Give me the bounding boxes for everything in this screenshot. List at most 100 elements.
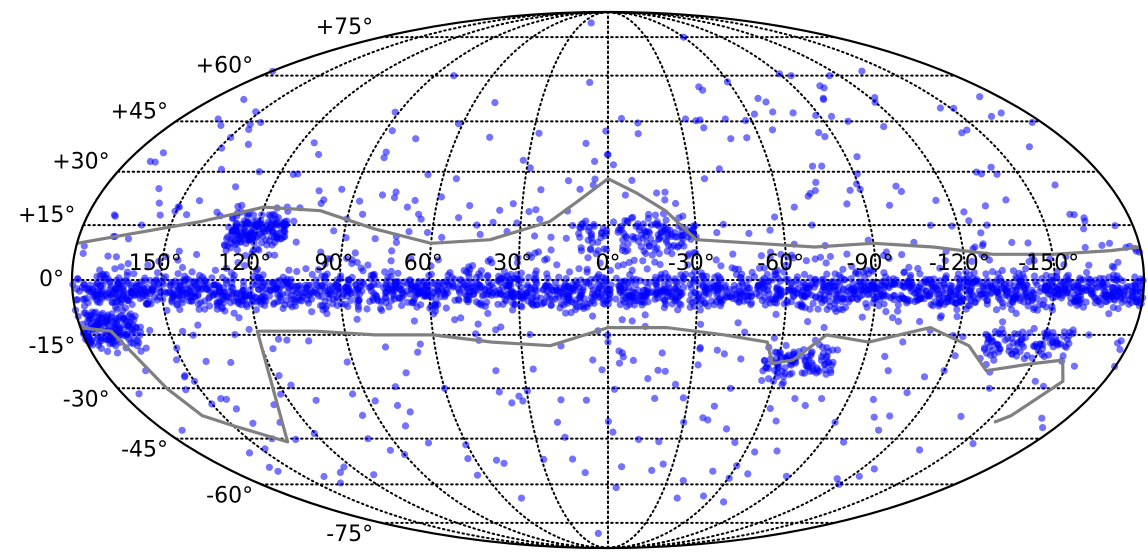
data-point xyxy=(308,308,316,316)
data-point xyxy=(513,275,522,284)
data-point xyxy=(886,412,894,420)
data-point xyxy=(773,364,782,372)
data-point xyxy=(510,289,518,297)
data-point xyxy=(720,350,729,358)
data-point xyxy=(492,367,500,375)
data-point xyxy=(997,109,1005,117)
data-point xyxy=(208,274,216,282)
data-point xyxy=(523,387,532,395)
data-point xyxy=(194,285,202,293)
data-point xyxy=(967,286,975,294)
data-point xyxy=(230,309,238,317)
data-point xyxy=(413,283,421,291)
data-point xyxy=(767,248,775,256)
data-point xyxy=(253,265,261,273)
data-point xyxy=(1038,414,1046,422)
data-point xyxy=(575,265,583,273)
data-point xyxy=(653,189,661,197)
data-point xyxy=(272,285,280,293)
data-point xyxy=(808,221,816,229)
data-point xyxy=(811,255,819,263)
data-point xyxy=(112,315,120,323)
data-point xyxy=(293,267,301,276)
data-point xyxy=(1013,286,1021,294)
data-point xyxy=(98,271,106,279)
data-point xyxy=(228,214,237,223)
data-point xyxy=(654,366,662,374)
data-point xyxy=(589,356,597,364)
data-point xyxy=(128,284,136,292)
data-point xyxy=(640,292,649,300)
data-point xyxy=(1046,255,1054,263)
latitude-tick-label: -75° xyxy=(326,522,373,547)
data-point xyxy=(978,242,987,250)
data-point xyxy=(804,318,812,326)
data-point xyxy=(755,264,764,272)
data-point xyxy=(553,261,561,269)
data-point xyxy=(977,170,986,178)
data-point xyxy=(691,268,699,276)
data-point xyxy=(1105,289,1113,297)
data-point xyxy=(454,120,463,128)
data-point xyxy=(604,331,612,339)
data-point xyxy=(1006,279,1014,287)
data-point xyxy=(651,394,659,402)
data-point xyxy=(661,196,669,204)
data-point xyxy=(629,275,637,283)
data-point xyxy=(258,211,266,219)
data-point xyxy=(533,280,541,288)
data-point xyxy=(696,306,704,314)
data-point xyxy=(248,249,256,257)
data-point xyxy=(691,222,699,230)
data-point xyxy=(640,299,648,307)
data-point xyxy=(833,475,841,483)
data-point xyxy=(790,203,798,211)
data-point xyxy=(832,307,840,316)
data-point xyxy=(1137,277,1145,286)
data-point xyxy=(442,304,450,312)
data-point xyxy=(700,124,708,132)
data-point xyxy=(982,330,990,338)
data-point xyxy=(468,278,476,287)
data-point xyxy=(645,210,653,218)
data-point xyxy=(779,378,787,387)
data-point xyxy=(883,292,891,300)
data-point xyxy=(298,289,306,297)
data-point xyxy=(590,220,598,229)
data-point xyxy=(336,479,345,487)
data-point xyxy=(729,250,737,258)
data-point xyxy=(836,280,844,288)
data-point xyxy=(513,219,521,227)
data-point xyxy=(801,401,809,410)
data-point xyxy=(849,290,857,298)
data-point xyxy=(260,224,268,233)
data-point xyxy=(1070,362,1078,370)
data-point xyxy=(178,263,187,272)
data-point xyxy=(245,449,254,457)
data-point xyxy=(588,239,597,247)
data-point xyxy=(357,264,365,272)
data-point xyxy=(628,176,636,184)
data-point xyxy=(111,265,119,273)
data-point xyxy=(602,245,611,253)
data-point xyxy=(1046,339,1055,347)
data-point xyxy=(1031,377,1039,385)
data-point xyxy=(326,290,334,298)
data-point xyxy=(276,291,284,299)
data-point xyxy=(824,282,832,290)
data-point xyxy=(494,300,502,308)
data-point xyxy=(999,318,1007,326)
data-point xyxy=(465,273,473,281)
data-point xyxy=(110,211,118,219)
data-point xyxy=(950,104,958,112)
data-point xyxy=(1114,286,1122,294)
data-point xyxy=(532,206,540,214)
data-point xyxy=(495,388,503,396)
data-point xyxy=(747,301,755,309)
data-point xyxy=(294,170,302,178)
data-point xyxy=(235,314,243,322)
data-point xyxy=(1019,328,1027,336)
data-point xyxy=(387,267,395,275)
data-point xyxy=(380,154,388,162)
data-point xyxy=(1079,303,1087,311)
